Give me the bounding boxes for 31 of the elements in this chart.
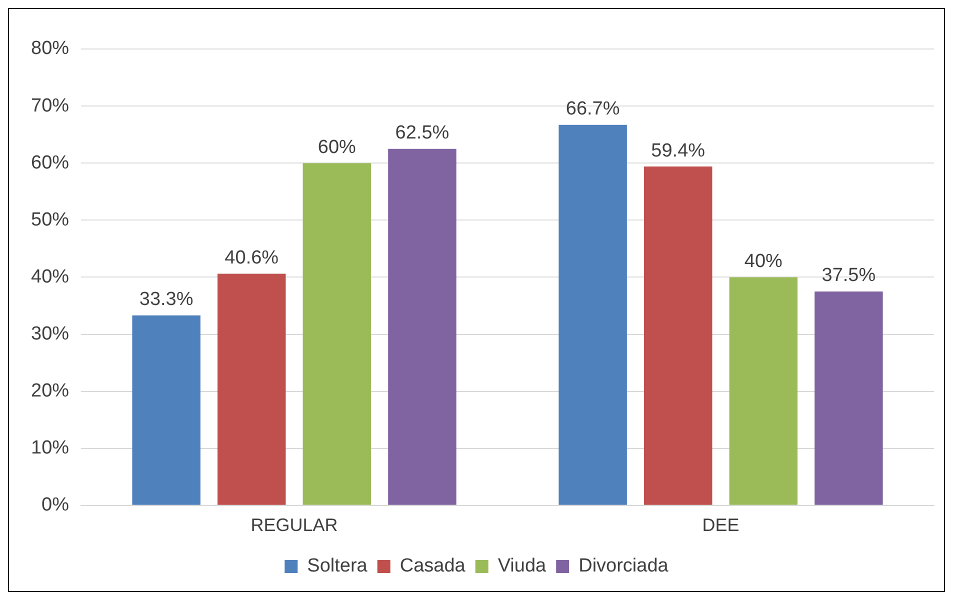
legend-label: Soltera <box>307 556 368 577</box>
x-tick-label: REGULAR <box>250 515 338 536</box>
legend-label: Casada <box>400 556 466 577</box>
bar <box>729 277 798 505</box>
y-tick-label: 10% <box>30 438 70 459</box>
bar <box>302 163 372 505</box>
y-tick-label: 20% <box>30 380 70 402</box>
data-label: 40.6% <box>224 248 279 269</box>
bar <box>218 274 286 505</box>
data-label: 37.5% <box>822 265 876 286</box>
y-tick-label: 0% <box>42 494 70 516</box>
bar <box>814 291 883 505</box>
y-tick-label: 30% <box>30 323 70 344</box>
data-label: 62.5% <box>395 122 450 144</box>
y-tick-label: 50% <box>30 209 70 230</box>
bar <box>644 166 712 505</box>
x-tick-label: DEE <box>702 515 740 536</box>
data-label: 33.3% <box>139 289 194 310</box>
data-label: 59.4% <box>651 140 706 162</box>
data-label: 40% <box>744 250 783 272</box>
legend-label: Viuda <box>498 556 547 577</box>
data-label: 66.7% <box>566 98 620 120</box>
data-label: 60% <box>318 136 356 158</box>
bar <box>388 148 456 505</box>
bar <box>558 124 627 505</box>
bar <box>132 315 200 505</box>
y-tick-label: 80% <box>30 38 70 60</box>
y-tick-label: 40% <box>30 266 70 288</box>
y-tick-label: 70% <box>30 95 70 116</box>
y-tick-label: 60% <box>30 152 70 174</box>
legend-label: Divorciada <box>578 556 669 577</box>
